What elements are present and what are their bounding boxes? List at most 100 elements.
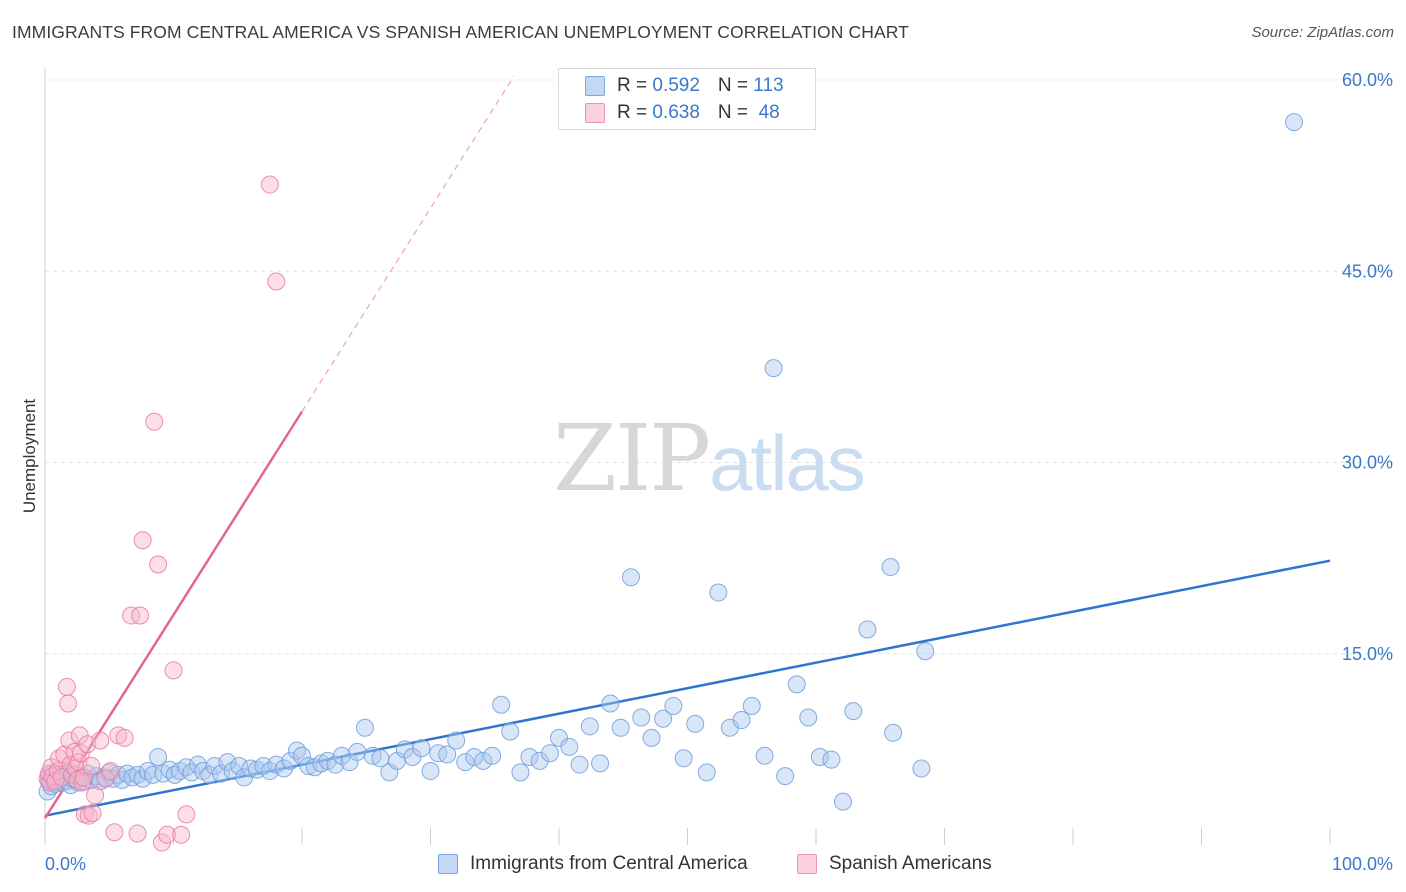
point-central-america	[447, 731, 466, 750]
point-central-america	[260, 762, 279, 781]
point-spanish-american	[164, 661, 183, 680]
legend-swatch-blue	[585, 76, 605, 96]
point-central-america	[550, 728, 568, 747]
point-spanish-american	[172, 825, 191, 844]
point-central-america	[429, 744, 448, 763]
point-spanish-american	[267, 272, 286, 291]
y-axis-label: Unemployment	[20, 398, 39, 514]
point-central-america	[492, 695, 511, 714]
point-central-america	[742, 697, 761, 716]
point-spanish-american	[131, 606, 150, 625]
bottom-legend-label: Spanish Americans	[829, 853, 992, 874]
point-central-america	[218, 753, 237, 772]
point-central-america	[511, 763, 530, 782]
point-central-america	[822, 750, 841, 769]
point-central-america	[1285, 113, 1304, 132]
point-central-america	[844, 702, 863, 721]
point-central-america	[654, 709, 673, 728]
point-central-america	[621, 568, 640, 587]
point-central-america	[483, 746, 502, 765]
point-central-america	[686, 714, 705, 733]
legend-row-spanish-americans: R = 0.638 N = 48	[585, 101, 780, 125]
point-spanish-american	[177, 805, 196, 824]
point-central-america	[281, 751, 300, 770]
trend-line-spanish-americans	[43, 410, 304, 819]
point-central-america	[340, 753, 359, 772]
point-central-america	[412, 739, 431, 758]
point-central-america	[674, 749, 693, 768]
point-central-america	[212, 764, 231, 783]
point-spanish-american	[57, 677, 76, 696]
x-tick-label: 100.0%	[1332, 854, 1393, 874]
legend-row-central-america: R = 0.592 N = 113	[585, 74, 784, 98]
point-central-america	[275, 759, 294, 778]
trend-extension-spanish-americans	[301, 75, 515, 412]
point-central-america	[570, 755, 589, 774]
point-central-america	[326, 755, 345, 774]
bottom-legend-swatch-pink	[797, 854, 817, 874]
point-central-america	[287, 741, 306, 760]
point-central-america	[332, 746, 351, 765]
legend-n-value: 113	[753, 75, 784, 96]
point-spanish-american	[83, 804, 102, 823]
point-central-america	[501, 722, 520, 741]
tick-labels: 15.0% 30.0% 45.0% 60.0% 0.0% 100.0%	[45, 70, 1393, 874]
point-central-america	[230, 756, 249, 775]
point-central-america	[474, 751, 493, 770]
point-central-america	[611, 718, 630, 737]
point-spanish-american	[115, 728, 134, 747]
point-central-america	[541, 744, 560, 763]
point-central-america	[355, 718, 374, 737]
data-points	[38, 113, 1304, 852]
point-central-america	[465, 748, 484, 767]
point-central-america	[664, 697, 683, 716]
point-spanish-american	[128, 824, 147, 843]
point-spanish-american	[59, 694, 78, 713]
bottom-legend-central-america: Immigrants from Central America	[438, 851, 748, 877]
point-spanish-american	[145, 412, 164, 431]
legend-r-label: R =	[617, 102, 653, 123]
watermark-zip: ZIP	[553, 405, 711, 512]
point-central-america	[580, 717, 599, 736]
point-central-america	[916, 642, 935, 661]
point-central-america	[697, 763, 716, 782]
point-central-america	[591, 754, 610, 773]
point-central-america	[348, 742, 367, 761]
y-tick-label: 60.0%	[1342, 70, 1393, 90]
point-central-america	[787, 675, 806, 694]
watermark-atlas: atlas	[709, 419, 866, 507]
point-central-america	[632, 708, 651, 727]
point-spanish-american	[60, 731, 79, 750]
legend-r-label: R =	[617, 75, 653, 96]
watermark: ZIPatlas	[553, 405, 866, 512]
legend-n-label: N =	[717, 75, 754, 96]
point-central-america	[810, 748, 829, 767]
point-central-america	[884, 723, 903, 742]
gridlines	[45, 79, 1393, 655]
point-central-america	[764, 359, 783, 378]
point-central-america	[293, 746, 311, 765]
point-central-america	[177, 758, 196, 777]
bottom-legend-swatch-blue	[438, 854, 458, 874]
point-spanish-american	[158, 825, 177, 844]
legend-r-value: 0.592	[652, 75, 700, 96]
point-spanish-american	[52, 768, 71, 787]
source-label: Source: ZipAtlas.com	[1251, 24, 1394, 41]
point-spanish-american	[149, 555, 168, 574]
bottom-legend-spanish-americans: Spanish Americans	[797, 851, 992, 877]
point-spanish-american	[260, 175, 279, 194]
legend-n-value: 48	[753, 102, 780, 123]
point-spanish-american	[101, 762, 120, 781]
y-tick-label: 45.0%	[1342, 261, 1393, 281]
point-central-america	[799, 708, 818, 727]
point-central-america	[149, 748, 168, 767]
correlation-legend: R = 0.592 N = 113 R = 0.638 N = 48	[558, 68, 816, 130]
point-spanish-american	[43, 767, 62, 786]
point-spanish-american	[105, 823, 124, 842]
point-central-america	[560, 737, 579, 756]
point-central-america	[456, 753, 475, 772]
legend-swatch-pink	[585, 103, 605, 123]
bottom-legend-label: Immigrants from Central America	[470, 853, 748, 874]
legend-r-value: 0.638	[652, 102, 700, 123]
